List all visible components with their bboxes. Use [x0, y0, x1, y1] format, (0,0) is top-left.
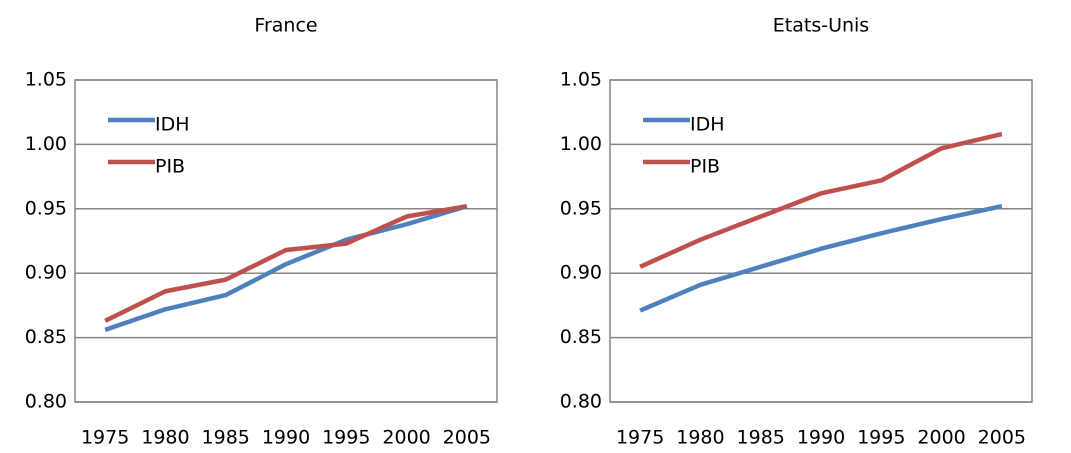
x-tick-label: 1995	[322, 427, 370, 449]
x-tick-label: 1990	[797, 427, 845, 449]
y-tick-label: 0.90	[25, 262, 67, 284]
x-tick-label: 2005	[978, 427, 1026, 449]
legend-label: IDH	[690, 114, 725, 136]
x-tick-label: 1985	[737, 427, 785, 449]
y-tick-label: 0.85	[25, 326, 67, 348]
x-tick-label: 1980	[676, 427, 724, 449]
y-tick-label: 1.05	[25, 69, 67, 91]
x-tick-label: 1995	[857, 427, 905, 449]
data-line	[104, 204, 468, 323]
legend-label: PIB	[155, 156, 185, 178]
y-tick-label: 1.00	[560, 133, 602, 155]
x-tick-label: 2000	[917, 427, 965, 449]
legend-label: IDH	[155, 114, 190, 136]
y-tick-label: 1.00	[25, 133, 67, 155]
y-tick-label: 0.95	[25, 197, 67, 219]
y-tick-label: 0.95	[560, 197, 602, 219]
legend-label: PIB	[690, 156, 720, 178]
x-tick-label: 1975	[616, 427, 664, 449]
x-tick-label: 2000	[382, 427, 430, 449]
y-tick-label: 0.85	[560, 326, 602, 348]
x-tick-label: 1975	[81, 427, 129, 449]
y-tick-label: 0.80	[560, 391, 602, 413]
plot-border	[74, 79, 498, 403]
chart-title: France	[254, 15, 317, 37]
data-line	[639, 131, 1003, 269]
x-tick-label: 1990	[262, 427, 310, 449]
plot-border	[609, 79, 1033, 403]
x-tick-label: 1980	[141, 427, 189, 449]
x-tick-label: 2005	[443, 427, 491, 449]
x-tick-label: 1985	[202, 427, 250, 449]
data-line	[639, 204, 1003, 313]
y-tick-label: 1.05	[560, 69, 602, 91]
y-tick-label: 0.80	[25, 391, 67, 413]
data-line	[104, 204, 468, 333]
chart-title: Etats-Unis	[773, 15, 869, 37]
y-tick-label: 0.90	[560, 262, 602, 284]
